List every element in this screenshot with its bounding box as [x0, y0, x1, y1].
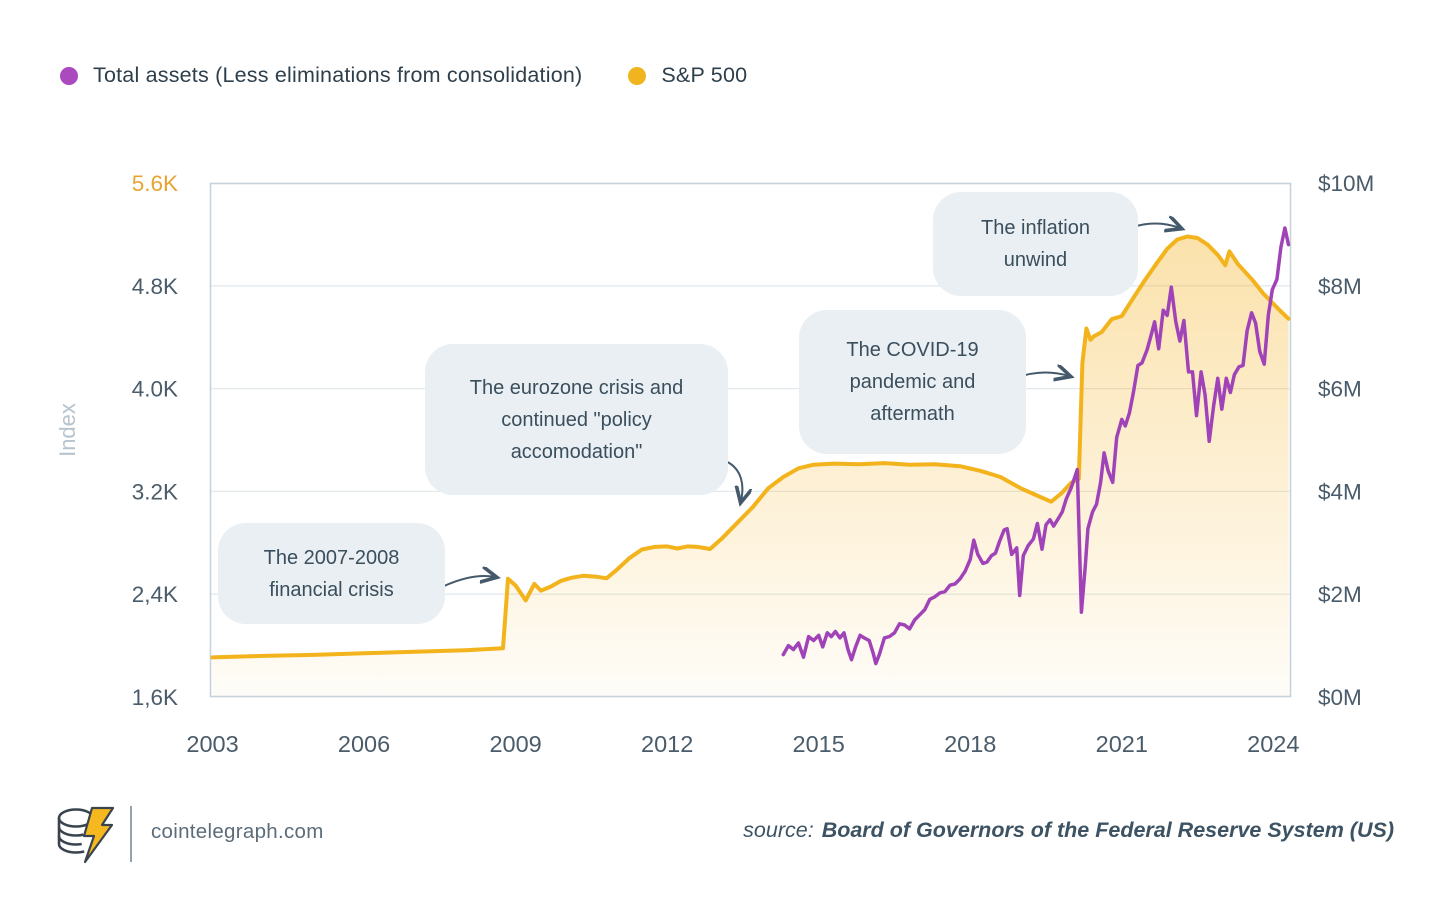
x-axis-tick: 2003: [186, 731, 238, 757]
x-axis-tick: 2018: [944, 731, 996, 757]
y-axis-tick-left: 1,6K: [132, 685, 178, 710]
annotation-text: The COVID-19 pandemic and aftermath: [846, 339, 979, 425]
y-axis-tick-left: 4.8K: [132, 274, 178, 299]
cointelegraph-logo-icon: [57, 806, 115, 864]
annotation-eurozone-crisis: The eurozone crisis and continued "polic…: [425, 344, 728, 495]
y-axis-tick-right: $6M: [1318, 377, 1362, 402]
x-axis-tick: 2021: [1096, 731, 1148, 757]
legend-label-total-assets: Total assets (Less eliminations from con…: [93, 63, 583, 87]
footer: cointelegraph.com source: Board of Govern…: [0, 796, 1450, 876]
left-axis-title: Index: [55, 403, 80, 457]
y-axis-tick-left: 5.6K: [132, 171, 178, 196]
x-axis-tick: 2024: [1247, 731, 1299, 757]
y-axis-tick-right: $10M: [1318, 171, 1374, 196]
y-axis-tick-left: 2,4K: [132, 582, 178, 607]
source-credit: source: Board of Governors of the Federal…: [743, 818, 1394, 843]
x-axis-tick: 2015: [793, 731, 845, 757]
purple-line: [781, 226, 1291, 666]
legend-label-sp500: S&P 500: [661, 63, 748, 87]
legend: Total assets (Less eliminations from con…: [60, 63, 747, 88]
annotation-text: The inflation unwind: [981, 217, 1090, 271]
annotation-covid-pandemic: The COVID-19 pandemic and aftermath: [799, 310, 1026, 454]
footer-divider: [130, 806, 132, 862]
yellow-area: [210, 234, 1291, 660]
y-axis-tick-right: $4M: [1318, 479, 1362, 504]
legend-item-total-assets: Total assets (Less eliminations from con…: [60, 63, 582, 88]
y-axis-tick-left: 4.0K: [132, 377, 178, 402]
y-axis-tick-right: $2M: [1318, 582, 1362, 607]
x-axis-tick: 2009: [489, 731, 541, 757]
annotation-text: The eurozone crisis and continued "polic…: [469, 376, 684, 463]
y-axis-tick-right: $0M: [1318, 685, 1362, 710]
source-name: Board of Governors of the Federal Reserv…: [821, 818, 1394, 842]
y-axis-tick-left: 3.2K: [132, 479, 178, 504]
annotation-inflation-unwind: The inflation unwind: [933, 192, 1138, 296]
legend-item-sp500: S&P 500: [628, 63, 747, 88]
y-axis-tick-right: $8M: [1318, 274, 1362, 299]
plot-border: [209, 182, 1292, 698]
purple-dot-icon: [60, 66, 78, 85]
x-axis-tick: 2006: [338, 731, 390, 757]
source-prefix: source:: [743, 818, 814, 842]
x-axis-tick: 2012: [641, 731, 693, 757]
annotation-text: The 2007-2008 financial crisis: [263, 546, 400, 601]
annotation-arrow-1: [443, 576, 495, 587]
site-label: cointelegraph.com: [151, 820, 324, 843]
yellow-dot-icon: [628, 66, 647, 85]
annotation-2007-financial-crisis: The 2007-2008 financial crisis: [218, 523, 445, 624]
